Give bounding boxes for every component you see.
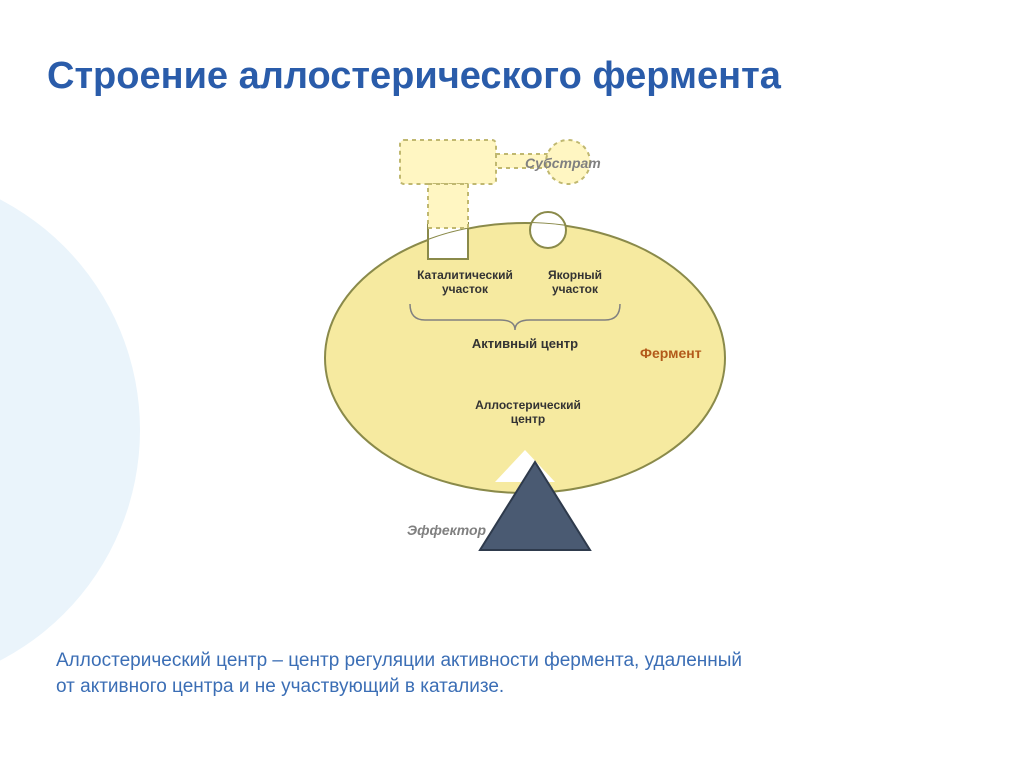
anchor-site-label: Якорный участок: [530, 268, 620, 296]
caption-line2: от активного центра и не участвующий в к…: [56, 676, 504, 697]
catalytic-site-label: Каталитический участок: [410, 268, 520, 296]
substrate: [400, 140, 590, 228]
caption: Аллостерический центр – центр регуляции …: [56, 648, 742, 699]
substrate-label: Субстрат: [525, 155, 601, 171]
enzyme-label: Фермент: [640, 345, 702, 361]
allosteric-center-label: Аллостерический центр: [458, 398, 598, 426]
corner-decor: [0, 170, 140, 690]
active-center-label: Активный центр: [450, 336, 600, 351]
page-title: Строение аллостерического фермента: [47, 55, 781, 98]
enzyme-diagram: Субстрат Каталитический участок Якорный …: [280, 130, 780, 560]
effector-label: Эффектор: [407, 522, 486, 538]
caption-line1: Аллостерический центр – центр регуляции …: [56, 650, 742, 671]
